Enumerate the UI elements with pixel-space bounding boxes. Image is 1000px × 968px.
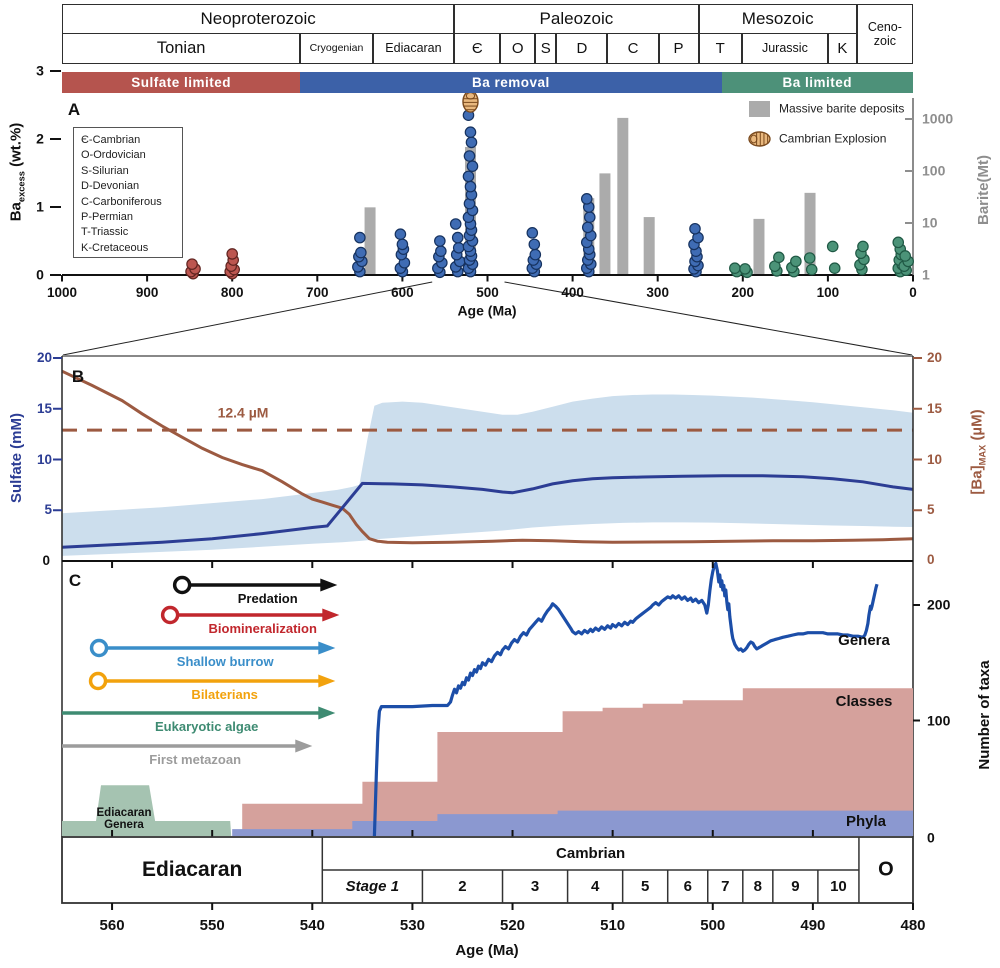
ba-excess-point-green [773, 251, 785, 264]
ba-excess-point-green [826, 240, 839, 253]
ba-excess-point-blue [583, 211, 596, 223]
legend-gray-bar-swatch [749, 101, 770, 117]
ba-excess-point-blue [462, 170, 475, 183]
ba-excess-point-blue [394, 228, 407, 240]
ba-excess-point-blue [529, 248, 542, 261]
ba-excess-point-green [899, 250, 911, 262]
event-arrow-biomineralization [160, 605, 340, 625]
ba-excess-point-green [739, 263, 751, 275]
ba-excess-point-green [828, 262, 841, 274]
ba-excess-point-blue [396, 238, 409, 251]
ba-excess-point-green [729, 262, 741, 274]
barite-bar [804, 192, 816, 275]
ba-excess-point-blue [464, 180, 477, 193]
ba-excess-point-blue [689, 222, 701, 235]
barite-bar [753, 218, 765, 275]
ba-excess-point-blue [526, 227, 539, 239]
panel-a [50, 70, 914, 282]
ba-excess-point-red [226, 248, 238, 260]
ba-excess-point-blue [355, 246, 367, 259]
ba-excess-point-blue [449, 218, 462, 230]
ba-excess-point-green [805, 263, 818, 276]
ba-excess-point-blue [452, 242, 465, 254]
barite-bar [599, 173, 611, 275]
sulfate-uncertainty-band [62, 394, 913, 556]
barite-bar [617, 117, 629, 275]
ba-excess-point-red [186, 258, 198, 270]
barite-bar [364, 207, 376, 275]
ba-excess-point-blue [463, 150, 476, 162]
ba-excess-point-blue [451, 231, 464, 244]
genera-line [372, 561, 879, 837]
panel-c [61, 560, 920, 910]
ediacaran-genera-area [62, 785, 232, 836]
event-arrow-predation [172, 575, 338, 595]
event-arrow-shallow-burrow [89, 638, 336, 658]
event-arrow-first-metazoan [62, 739, 313, 753]
ba-excess-point-blue [581, 221, 594, 234]
ba-excess-point-green [790, 255, 802, 268]
ba-excess-point-green [892, 236, 905, 249]
ba-excess-point-green [857, 240, 869, 253]
event-arrow-bilaterians [88, 671, 336, 691]
ba-excess-point-blue [580, 193, 593, 205]
ba-max-line [61, 369, 914, 545]
ba-excess-point-blue [464, 126, 477, 138]
ba-excess-point-blue [466, 160, 479, 172]
legend-trilobite-icon [748, 131, 771, 147]
phyla-area [232, 810, 913, 836]
panel-b [53, 355, 922, 837]
sulfate-line [61, 474, 914, 549]
ba-excess-point-blue [528, 238, 541, 251]
ba-excess-point-blue [434, 235, 446, 247]
ba-excess-point-blue [465, 136, 478, 149]
cambrian-explosion-marker-icon [462, 90, 479, 113]
barite-bar [643, 217, 655, 275]
ba-excess-point-green [803, 252, 816, 264]
ba-excess-point-blue [354, 231, 366, 244]
ba-excess-point-blue [435, 245, 447, 257]
classes-area [242, 688, 913, 836]
event-arrow-eukaryotic-algae [62, 706, 336, 720]
